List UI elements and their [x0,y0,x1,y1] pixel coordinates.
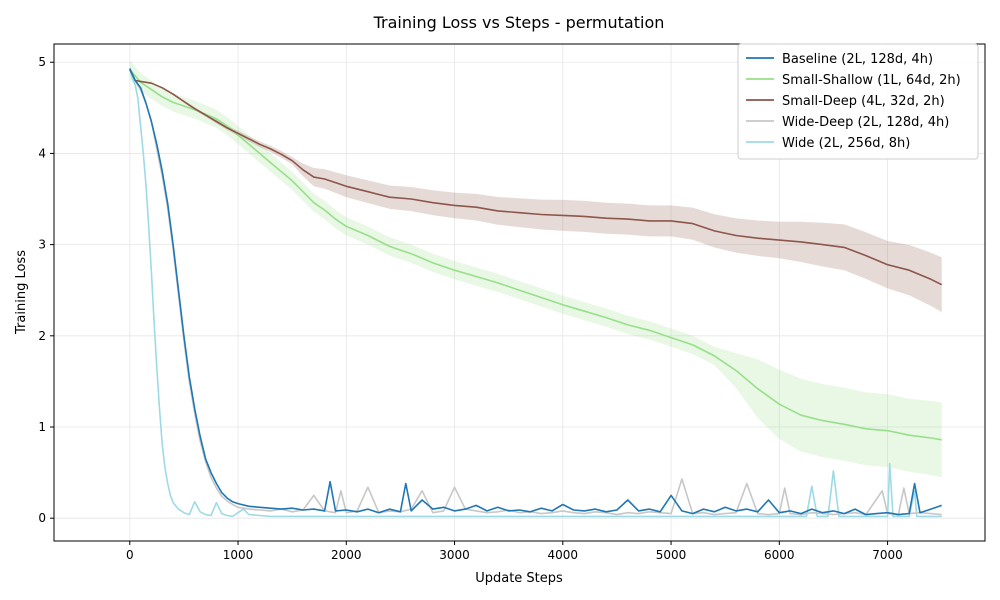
legend: Baseline (2L, 128d, 4h) Small-Shallow (1L… [737,43,979,160]
x-tick-label: 5000 [656,548,687,562]
y-tick-label: 3 [38,238,46,252]
y-tick-label: 4 [38,146,46,160]
y-axis-ticks: 0 1 2 3 4 5 [38,55,54,525]
series-line-0 [129,68,942,516]
legend-box [737,43,979,160]
series-lines [129,68,943,518]
legend-label-1: Small-Shallow (1L, 64d, 2h) [782,73,961,88]
series-line-4 [129,68,942,518]
x-tick-label: 0 [126,548,134,562]
chart-title: Training Loss vs Steps - permutation [373,13,665,32]
x-tick-label: 1000 [223,548,254,562]
series-line-3 [129,68,942,516]
legend-label-4: Wide (2L, 256d, 8h) [782,136,910,151]
legend-label-3: Wide-Deep (2L, 128d, 4h) [782,115,949,130]
series-line-2 [129,69,943,286]
x-axis-ticks: 0 1000 2000 3000 4000 5000 6000 7000 [126,541,903,562]
x-tick-label: 3000 [439,548,470,562]
x-tick-label: 4000 [548,548,579,562]
x-axis-label: Update Steps [475,571,563,586]
y-tick-label: 1 [38,420,46,434]
x-tick-label: 7000 [872,548,903,562]
y-tick-label: 0 [38,511,46,525]
legend-label-0: Baseline (2L, 128d, 4h) [782,52,933,67]
y-axis-label: Training Loss [14,250,29,335]
legend-label-2: Small-Deep (4L, 32d, 2h) [782,94,945,109]
y-tick-label: 2 [38,329,46,343]
series-band-2 [129,69,942,313]
plot-frame [53,43,986,542]
x-tick-label: 2000 [331,548,362,562]
series-line-1 [129,68,942,441]
x-tick-label: 6000 [764,548,795,562]
y-tick-label: 5 [38,55,46,69]
